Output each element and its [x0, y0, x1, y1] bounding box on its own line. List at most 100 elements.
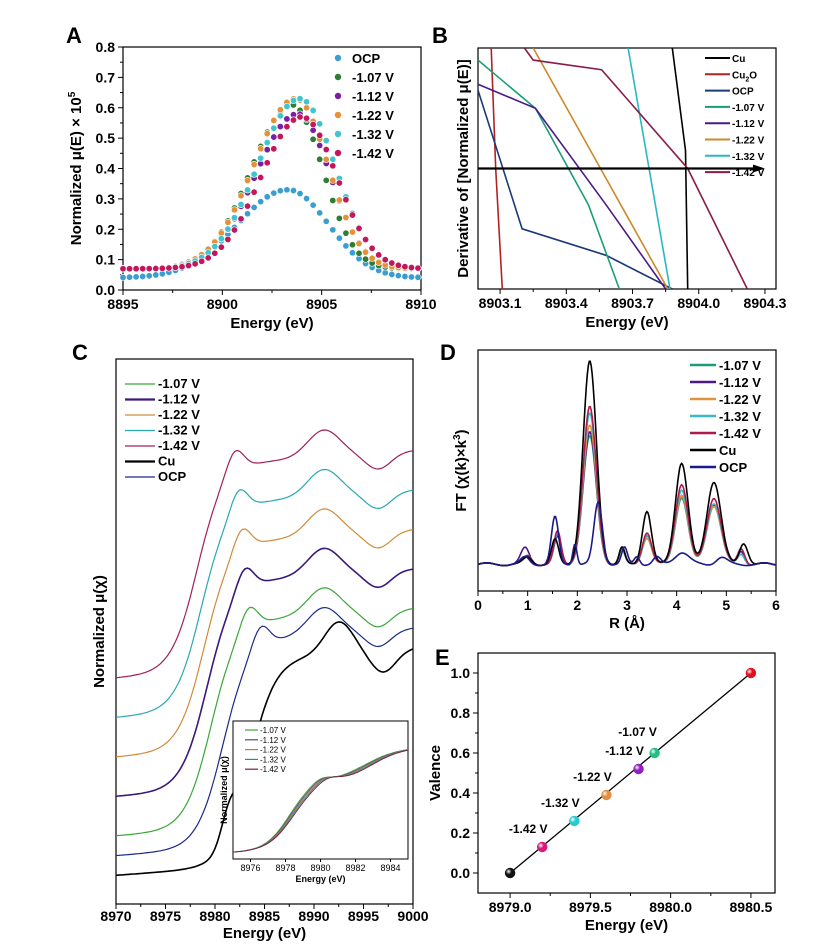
x-axis-label: Energy (eV): [223, 925, 306, 942]
series-line-1-22-v: [116, 508, 413, 758]
data-point: [250, 170, 258, 178]
x-tick-label: 4: [673, 597, 681, 613]
y-axis-label: Derivative of [Normalized μ(E)]: [455, 59, 472, 277]
data-point: [119, 273, 127, 281]
series-1-42-v: [119, 113, 422, 273]
data-point: [329, 226, 337, 234]
data-point: [276, 123, 284, 131]
x-tick-label: 8903.4: [545, 295, 588, 311]
legend-label-text: Cu: [732, 54, 745, 65]
x-tick-label: 8970: [100, 908, 131, 924]
inset-frame: [232, 720, 409, 860]
x-tick-label: 8990: [298, 908, 329, 924]
data-point: [322, 217, 330, 225]
legend-label: -1.12 V: [352, 89, 394, 104]
x-tick-label: 3: [623, 597, 631, 613]
data-point: [237, 200, 245, 208]
series-line-ocp: [477, 500, 777, 567]
plot-frame: [477, 652, 776, 894]
data-point: [329, 176, 337, 184]
y-axis-label-main: FT (χ(k)×k: [453, 439, 470, 511]
fit-line: [509, 672, 752, 874]
inset-legend-label: -1.07 V: [260, 726, 286, 735]
x-tick-label: 9000: [397, 908, 428, 924]
data-point: [270, 124, 278, 132]
panel-e-chart: 0.0 0.2 0.4 0.6 0.8 1.0 8979.0 8979.5 8980.0 8980…: [427, 652, 776, 934]
data-point: [322, 176, 330, 184]
data-point: [158, 264, 166, 272]
data-point: [191, 260, 199, 268]
inset-x-tick-label: 8980: [310, 863, 330, 873]
x-tick-label: 8979.5: [569, 899, 612, 915]
legend-marker: [334, 54, 342, 62]
data-point: [414, 273, 422, 281]
data-point: [139, 265, 147, 273]
inset-series-line-1-42-v: [232, 749, 409, 853]
legend-label-text: -1.07 V: [732, 103, 765, 114]
data-point: [276, 187, 284, 195]
data-point: [309, 106, 317, 114]
y-tick-label: 0.3: [96, 191, 116, 207]
data-point: [263, 130, 271, 138]
data-point: [303, 114, 311, 122]
x-tick-label: 0: [474, 597, 482, 613]
series-line-1-07-v: [478, 59, 621, 289]
x-tick-label: 8900: [207, 296, 238, 312]
data-point: [329, 196, 337, 204]
data-point: [244, 186, 252, 194]
legend-label: -1.12 V: [158, 392, 200, 407]
y-tick-label: 0.8: [96, 39, 116, 55]
series-line-1-42-v: [116, 429, 413, 679]
data-point: [276, 106, 284, 114]
y-tick-label: 0.1: [96, 252, 116, 268]
inset-x-tick-label: 8982: [345, 863, 365, 873]
data-point: [224, 235, 232, 243]
legend-label: -1.07 V: [352, 70, 394, 85]
panel-letter-d: D: [440, 340, 456, 365]
legend-label: -1.12 V: [719, 375, 761, 390]
legend-label: -1.07 V: [158, 376, 200, 391]
y-tick-label: 0.4: [451, 785, 471, 801]
panel-letter-e: E: [435, 645, 450, 670]
data-point: [362, 248, 370, 256]
arrow-head-icon: [752, 164, 765, 173]
y-axis-label-main: Normalized μ(E) × 10: [68, 97, 85, 245]
data-point: [342, 229, 350, 237]
y-axis-label-superscript: 3: [452, 434, 463, 440]
data-point: [401, 272, 409, 280]
x-tick-label: 8979.0: [489, 899, 532, 915]
series-line-ocp: [116, 606, 413, 857]
legend-label: -1.12 V: [732, 119, 765, 130]
x-tick-label: 8904.0: [677, 295, 720, 311]
data-point: [289, 116, 297, 124]
y-tick-label: 0.0: [451, 865, 471, 881]
legend-label-text: -1.42 V: [732, 168, 765, 179]
data-point: [745, 667, 757, 679]
legend-label: -1.22 V: [719, 392, 761, 407]
data-point: [178, 263, 186, 271]
data-point: [355, 240, 363, 248]
data-point: [296, 95, 304, 103]
y-tick-label: 0.5: [96, 130, 116, 146]
legend-label: Cu: [732, 54, 745, 65]
data-point: [342, 242, 350, 250]
legend-label: -1.32 V: [352, 127, 394, 142]
data-point: [368, 254, 376, 262]
data-point: [394, 272, 402, 280]
data-point: [309, 201, 317, 209]
data-point: [388, 259, 396, 267]
data-point: [342, 214, 350, 222]
data-point: [257, 145, 265, 153]
data-point: [257, 173, 265, 181]
data-point: [303, 104, 311, 112]
data-point: [171, 263, 179, 271]
inset-x-tick-label: 8984: [380, 863, 400, 873]
x-tick-label: 8980.0: [649, 899, 692, 915]
data-point: [381, 256, 389, 264]
legend-label-text: -1.32 V: [732, 152, 765, 163]
data-point: [276, 133, 284, 141]
panel-letter-c: C: [72, 340, 88, 365]
data-point: [283, 186, 291, 194]
legend-label-text: OCP: [732, 87, 754, 98]
data-point: [316, 209, 324, 217]
